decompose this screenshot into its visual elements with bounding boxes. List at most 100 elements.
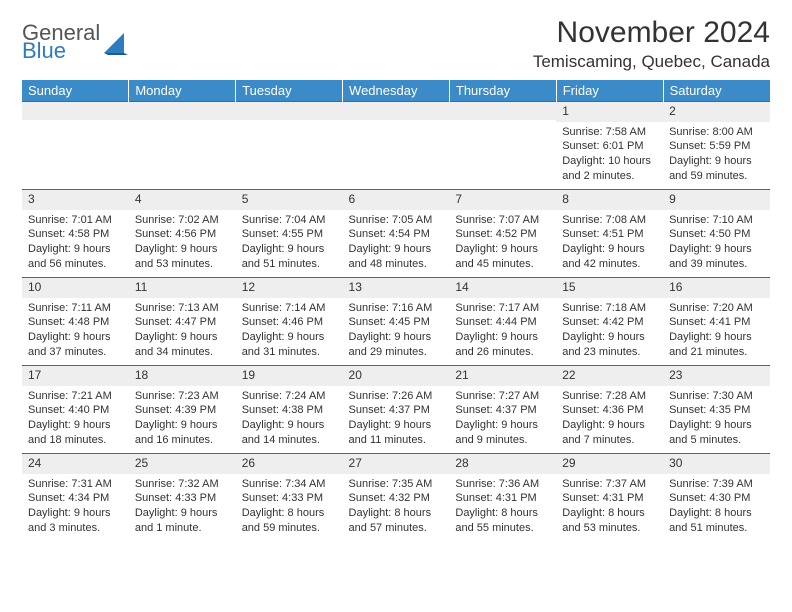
daylight-text: Daylight: 9 hours and 48 minutes.	[349, 242, 444, 272]
day-number	[236, 102, 343, 120]
calendar-day-cell: 28Sunrise: 7:36 AMSunset: 4:31 PMDayligh…	[449, 454, 556, 542]
calendar-day-cell: 19Sunrise: 7:24 AMSunset: 4:38 PMDayligh…	[236, 366, 343, 454]
day-number: 30	[663, 454, 770, 474]
daylight-text: Daylight: 9 hours and 11 minutes.	[349, 418, 444, 448]
sunrise-text: Sunrise: 7:30 AM	[669, 389, 764, 404]
sunset-text: Sunset: 4:44 PM	[455, 315, 550, 330]
sunrise-text: Sunrise: 7:11 AM	[28, 301, 123, 316]
day-number: 26	[236, 454, 343, 474]
daylight-text: Daylight: 9 hours and 56 minutes.	[28, 242, 123, 272]
calendar-day-cell: 5Sunrise: 7:04 AMSunset: 4:55 PMDaylight…	[236, 190, 343, 278]
day-number: 7	[449, 190, 556, 210]
daylight-text: Daylight: 9 hours and 39 minutes.	[669, 242, 764, 272]
day-details: Sunrise: 7:18 AMSunset: 4:42 PMDaylight:…	[556, 298, 663, 364]
calendar-day-cell: 20Sunrise: 7:26 AMSunset: 4:37 PMDayligh…	[343, 366, 450, 454]
day-details: Sunrise: 7:17 AMSunset: 4:44 PMDaylight:…	[449, 298, 556, 364]
sunrise-text: Sunrise: 7:04 AM	[242, 213, 337, 228]
sunset-text: Sunset: 4:58 PM	[28, 227, 123, 242]
day-details: Sunrise: 7:04 AMSunset: 4:55 PMDaylight:…	[236, 210, 343, 276]
day-number: 5	[236, 190, 343, 210]
header: General Blue November 2024 Temiscaming, …	[22, 16, 770, 72]
day-details: Sunrise: 7:02 AMSunset: 4:56 PMDaylight:…	[129, 210, 236, 276]
sunset-text: Sunset: 4:33 PM	[135, 491, 230, 506]
weekday-header: Monday	[129, 80, 236, 102]
sunset-text: Sunset: 4:51 PM	[562, 227, 657, 242]
daylight-text: Daylight: 9 hours and 51 minutes.	[242, 242, 337, 272]
sunrise-text: Sunrise: 7:37 AM	[562, 477, 657, 492]
daylight-text: Daylight: 9 hours and 34 minutes.	[135, 330, 230, 360]
day-number: 10	[22, 278, 129, 298]
sunset-text: Sunset: 4:31 PM	[562, 491, 657, 506]
daylight-text: Daylight: 9 hours and 26 minutes.	[455, 330, 550, 360]
calendar-day-cell: 27Sunrise: 7:35 AMSunset: 4:32 PMDayligh…	[343, 454, 450, 542]
sunrise-text: Sunrise: 7:34 AM	[242, 477, 337, 492]
daylight-text: Daylight: 9 hours and 9 minutes.	[455, 418, 550, 448]
daylight-text: Daylight: 9 hours and 16 minutes.	[135, 418, 230, 448]
weekday-header: Saturday	[663, 80, 770, 102]
daylight-text: Daylight: 8 hours and 55 minutes.	[455, 506, 550, 536]
sunset-text: Sunset: 4:39 PM	[135, 403, 230, 418]
day-details: Sunrise: 7:01 AMSunset: 4:58 PMDaylight:…	[22, 210, 129, 276]
day-number: 21	[449, 366, 556, 386]
daylight-text: Daylight: 9 hours and 29 minutes.	[349, 330, 444, 360]
daylight-text: Daylight: 9 hours and 5 minutes.	[669, 418, 764, 448]
calendar-day-cell: 24Sunrise: 7:31 AMSunset: 4:34 PMDayligh…	[22, 454, 129, 542]
sunset-text: Sunset: 6:01 PM	[562, 139, 657, 154]
calendar-day-cell: 23Sunrise: 7:30 AMSunset: 4:35 PMDayligh…	[663, 366, 770, 454]
day-number	[22, 102, 129, 120]
sunrise-text: Sunrise: 7:21 AM	[28, 389, 123, 404]
day-details: Sunrise: 7:27 AMSunset: 4:37 PMDaylight:…	[449, 386, 556, 452]
day-details	[22, 120, 129, 127]
sunrise-text: Sunrise: 7:28 AM	[562, 389, 657, 404]
calendar-day-cell: 2Sunrise: 8:00 AMSunset: 5:59 PMDaylight…	[663, 102, 770, 190]
day-number: 3	[22, 190, 129, 210]
daylight-text: Daylight: 9 hours and 37 minutes.	[28, 330, 123, 360]
day-details: Sunrise: 7:10 AMSunset: 4:50 PMDaylight:…	[663, 210, 770, 276]
calendar-week-row: 3Sunrise: 7:01 AMSunset: 4:58 PMDaylight…	[22, 190, 770, 278]
calendar-day-cell: 6Sunrise: 7:05 AMSunset: 4:54 PMDaylight…	[343, 190, 450, 278]
sunset-text: Sunset: 4:32 PM	[349, 491, 444, 506]
calendar-day-cell: 22Sunrise: 7:28 AMSunset: 4:36 PMDayligh…	[556, 366, 663, 454]
weekday-header: Tuesday	[236, 80, 343, 102]
sunrise-text: Sunrise: 7:17 AM	[455, 301, 550, 316]
sunset-text: Sunset: 4:55 PM	[242, 227, 337, 242]
calendar-day-cell: 13Sunrise: 7:16 AMSunset: 4:45 PMDayligh…	[343, 278, 450, 366]
day-number	[129, 102, 236, 120]
sunset-text: Sunset: 4:36 PM	[562, 403, 657, 418]
day-details: Sunrise: 7:05 AMSunset: 4:54 PMDaylight:…	[343, 210, 450, 276]
day-details: Sunrise: 7:58 AMSunset: 6:01 PMDaylight:…	[556, 122, 663, 188]
day-details: Sunrise: 7:32 AMSunset: 4:33 PMDaylight:…	[129, 474, 236, 540]
calendar-week-row: 1Sunrise: 7:58 AMSunset: 6:01 PMDaylight…	[22, 102, 770, 190]
sunrise-text: Sunrise: 7:02 AM	[135, 213, 230, 228]
calendar-day-cell: 26Sunrise: 7:34 AMSunset: 4:33 PMDayligh…	[236, 454, 343, 542]
logo-sail-icon	[104, 33, 128, 55]
day-details: Sunrise: 7:31 AMSunset: 4:34 PMDaylight:…	[22, 474, 129, 540]
weekday-header: Friday	[556, 80, 663, 102]
sunset-text: Sunset: 4:31 PM	[455, 491, 550, 506]
logo-text: General Blue	[22, 22, 100, 62]
calendar-day-cell: 11Sunrise: 7:13 AMSunset: 4:47 PMDayligh…	[129, 278, 236, 366]
day-number: 8	[556, 190, 663, 210]
day-number: 20	[343, 366, 450, 386]
sunset-text: Sunset: 4:52 PM	[455, 227, 550, 242]
day-number: 17	[22, 366, 129, 386]
day-number: 23	[663, 366, 770, 386]
day-details: Sunrise: 7:23 AMSunset: 4:39 PMDaylight:…	[129, 386, 236, 452]
sunset-text: Sunset: 4:45 PM	[349, 315, 444, 330]
sunrise-text: Sunrise: 7:58 AM	[562, 125, 657, 140]
sunset-text: Sunset: 4:37 PM	[455, 403, 550, 418]
day-details: Sunrise: 7:08 AMSunset: 4:51 PMDaylight:…	[556, 210, 663, 276]
logo: General Blue	[22, 16, 128, 62]
sunrise-text: Sunrise: 7:23 AM	[135, 389, 230, 404]
day-details	[236, 120, 343, 127]
sunrise-text: Sunrise: 8:00 AM	[669, 125, 764, 140]
daylight-text: Daylight: 9 hours and 42 minutes.	[562, 242, 657, 272]
day-number: 11	[129, 278, 236, 298]
daylight-text: Daylight: 8 hours and 57 minutes.	[349, 506, 444, 536]
day-details	[129, 120, 236, 127]
day-details: Sunrise: 7:36 AMSunset: 4:31 PMDaylight:…	[449, 474, 556, 540]
daylight-text: Daylight: 9 hours and 7 minutes.	[562, 418, 657, 448]
daylight-text: Daylight: 9 hours and 21 minutes.	[669, 330, 764, 360]
daylight-text: Daylight: 9 hours and 18 minutes.	[28, 418, 123, 448]
calendar-day-cell	[343, 102, 450, 190]
